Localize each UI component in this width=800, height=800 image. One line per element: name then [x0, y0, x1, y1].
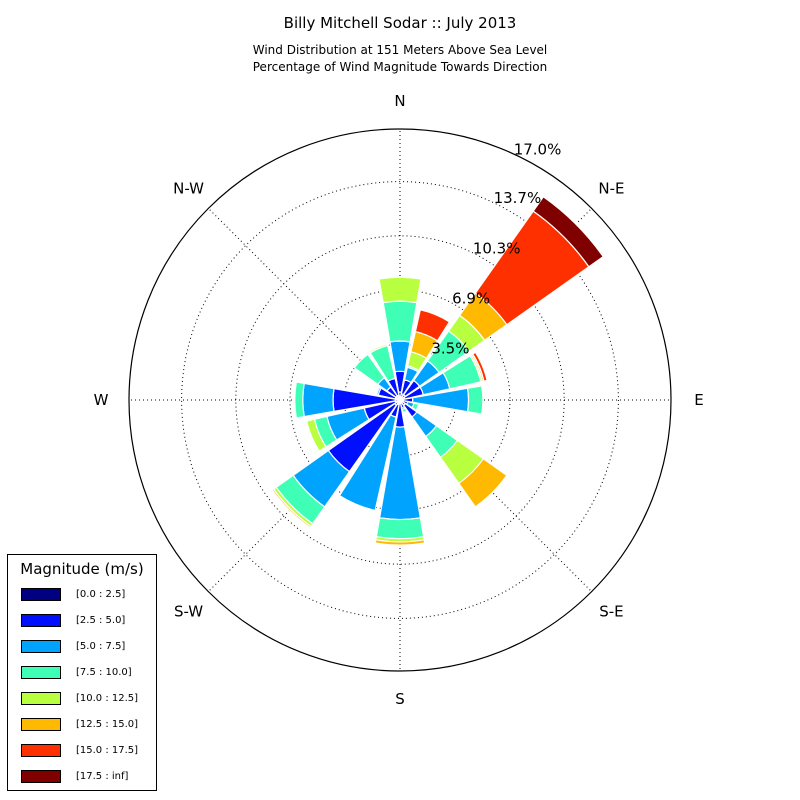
- direction-sector: [399, 195, 605, 401]
- direction-label: N-E: [598, 180, 624, 198]
- chart-title: Billy Mitchell Sodar :: July 2013: [284, 14, 517, 32]
- legend-label: [2.5 : 5.0]: [76, 615, 126, 626]
- wind-bar-segment: [532, 195, 605, 268]
- direction-sector: [368, 343, 401, 401]
- wind-bar-segment: [374, 539, 426, 546]
- direction-sector: [374, 399, 426, 546]
- wind-bar-segment: [466, 385, 484, 415]
- ring-label: 6.9%: [452, 289, 490, 307]
- direction-sector: [294, 381, 401, 419]
- direction-label: N-W: [173, 180, 204, 198]
- grid-ring: [181, 181, 619, 619]
- wind-bar-segment: [305, 418, 327, 452]
- legend-label: [0.0 : 2.5]: [76, 589, 126, 600]
- wind-bar-segment: [375, 386, 382, 396]
- direction-label: W: [94, 391, 109, 409]
- wind-bar-segment: [457, 457, 508, 508]
- chart-subtitle-line2: Percentage of Wind Magnitude Towards Dir…: [253, 60, 547, 74]
- direction-label: S-W: [174, 602, 203, 620]
- legend-label: [17.5 : inf]: [76, 771, 129, 782]
- direction-sector: [338, 399, 401, 512]
- ring-label: 3.5%: [431, 339, 469, 357]
- wind-bar-segment: [294, 381, 305, 419]
- direction-label: N: [394, 92, 405, 110]
- legend-label: [12.5 : 15.0]: [76, 719, 139, 730]
- wind-bars: [271, 195, 605, 546]
- legend: Magnitude (m/s) [0.0 : 2.5] [2.5 : 5.0] …: [7, 554, 157, 791]
- wind-bar-segment: [271, 488, 312, 529]
- wind-bar-segment: [414, 309, 451, 342]
- direction-sector: [399, 351, 488, 401]
- legend-swatch: [21, 588, 61, 601]
- ring-label: 10.3%: [473, 239, 521, 257]
- ring-label: 17.0%: [514, 141, 562, 159]
- legend-swatch: [21, 640, 61, 653]
- legend-label: [15.0 : 17.5]: [76, 745, 139, 756]
- direction-label: E: [694, 391, 703, 409]
- legend-swatch: [21, 614, 61, 627]
- legend-label: [7.5 : 10.0]: [76, 667, 132, 678]
- wind-bar-segment: [411, 402, 420, 412]
- polar-labels: 3.5% 6.9% 10.3% 13.7% 17.0% N N-E E S-E S S-W W N-W: [94, 92, 704, 708]
- legend-swatch: [21, 770, 61, 783]
- wind-bar-segment: [338, 413, 397, 512]
- direction-label: S: [395, 690, 405, 708]
- wind-bar-segment: [302, 382, 335, 418]
- legend-title: Magnitude (m/s): [20, 560, 144, 578]
- legend-swatch: [21, 692, 61, 705]
- wind-bar-segment: [401, 407, 408, 414]
- legend-swatch: [21, 744, 61, 757]
- wind-bar-segment: [375, 517, 425, 540]
- legend-swatch: [21, 718, 61, 731]
- wind-bar-segment: [471, 351, 488, 382]
- legend-label: [5.0 : 7.5]: [76, 641, 126, 652]
- direction-label: S-E: [599, 602, 623, 620]
- direction-sector: [271, 399, 401, 529]
- direction-sector: [399, 385, 484, 415]
- ring-label: 13.7%: [494, 189, 542, 207]
- legend-swatch: [21, 666, 61, 679]
- direction-sector: [305, 399, 401, 452]
- chart-subtitle-line1: Wind Distribution at 151 Meters Above Se…: [253, 43, 548, 57]
- wind-bar-segment: [353, 353, 386, 386]
- direction-sector: [378, 276, 422, 401]
- outer-ring: [128, 128, 672, 672]
- direction-sector: [399, 309, 451, 401]
- wind-bar-segment: [382, 300, 418, 343]
- direction-sector: [399, 399, 508, 508]
- legend-label: [10.0 : 12.5]: [76, 693, 139, 704]
- wind-bar-segment: [368, 343, 389, 354]
- wind-bar-segment: [378, 276, 422, 304]
